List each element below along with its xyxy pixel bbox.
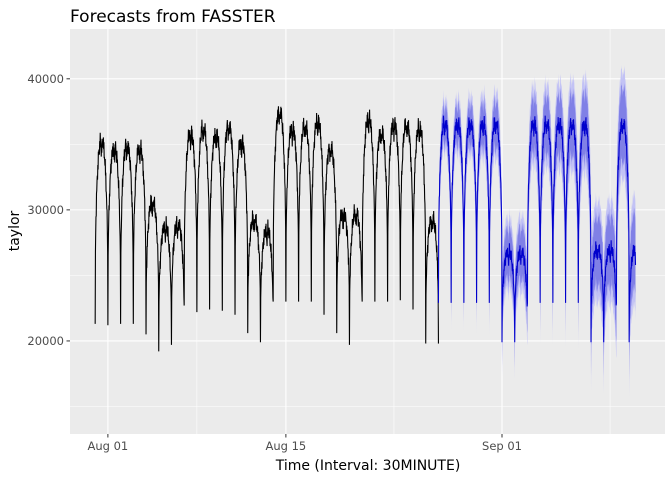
y-tick-label: 20000 — [27, 334, 64, 348]
x-tick-label: Aug 01 — [88, 439, 129, 453]
y-tick-label: 30000 — [27, 203, 64, 217]
y-axis-title: taylor — [7, 210, 23, 251]
y-tick-label: 40000 — [27, 72, 64, 86]
x-tick-label: Sep 01 — [482, 439, 522, 453]
chart-title: Forecasts from FASSTER — [70, 7, 276, 27]
forecast-line — [437, 115, 637, 343]
x-axis: Aug 01 Aug 15 Sep 01 — [88, 434, 522, 453]
history-line — [94, 106, 439, 352]
plot-panel — [70, 29, 665, 434]
series-layer — [94, 64, 637, 398]
x-tick-label: Aug 15 — [266, 439, 307, 453]
y-axis: 20000 30000 40000 — [27, 72, 70, 348]
x-axis-title: Time (Interval: 30MINUTE) — [275, 458, 461, 474]
